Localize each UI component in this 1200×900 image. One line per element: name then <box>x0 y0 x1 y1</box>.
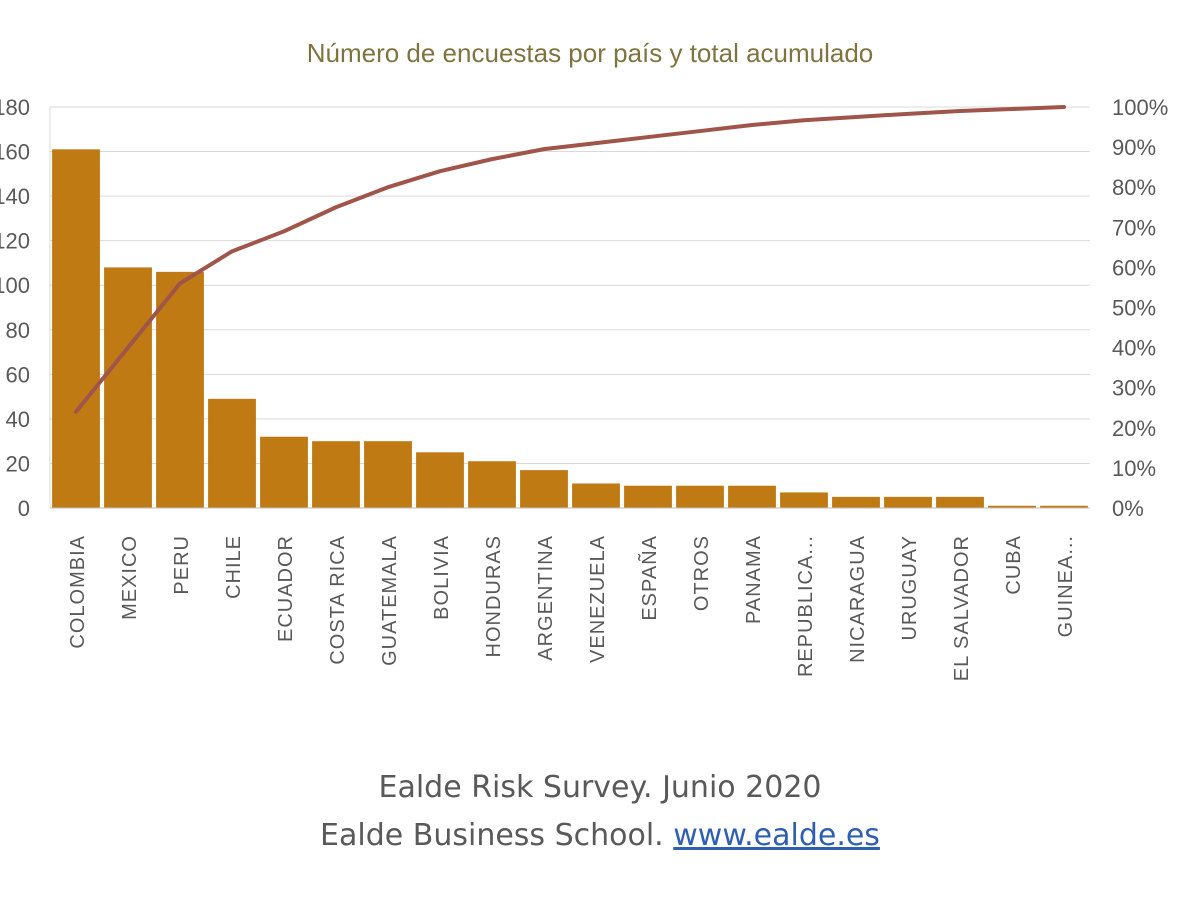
x-tick-label: CHILE <box>223 535 245 599</box>
y-tick-label: 100 <box>0 273 30 298</box>
bar-4 <box>260 436 308 508</box>
cumulative-point-12 <box>698 129 702 133</box>
cumulative-line <box>74 105 1066 414</box>
x-tick-label: MEXICO <box>119 535 141 620</box>
y-tick-label: 140 <box>0 184 30 209</box>
bar-10 <box>572 483 620 508</box>
x-tick-label: CUBA <box>1003 535 1025 595</box>
cumulative-point-13 <box>750 123 754 127</box>
y2-tick-label: 0% <box>1112 496 1144 521</box>
bar-13 <box>728 485 776 508</box>
y2-tick-label: 100% <box>1112 95 1168 120</box>
cumulative-point-18 <box>1010 107 1014 111</box>
bar-1 <box>104 267 152 508</box>
cumulative-point-3 <box>230 249 234 253</box>
cumulative-point-2 <box>178 281 182 285</box>
bar-14 <box>780 492 828 508</box>
x-tick-label: ECUADOR <box>275 535 297 642</box>
x-tick-label: URUGUAY <box>899 535 921 641</box>
cumulative-point-8 <box>490 157 494 161</box>
cumulative-point-14 <box>802 118 806 122</box>
x-tick-label: REPUBLICA... <box>795 535 817 677</box>
cumulative-point-9 <box>542 147 546 151</box>
cumulative-point-10 <box>594 141 598 145</box>
cumulative-point-5 <box>334 205 338 209</box>
y2-tick-label: 90% <box>1112 135 1156 160</box>
x-tick-label: HONDURAS <box>483 535 505 657</box>
x-tick-label: ESPAÑA <box>637 535 661 621</box>
bar-12 <box>676 485 724 508</box>
cumulative-point-4 <box>282 229 286 233</box>
pareto-chart: Número de encuestas por país y total acu… <box>0 38 1168 681</box>
bar-19 <box>1040 505 1088 508</box>
x-tick-label: COLOMBIA <box>67 535 89 649</box>
y2-tick-label: 70% <box>1112 215 1156 240</box>
bar-7 <box>416 452 464 508</box>
cumulative-point-6 <box>386 185 390 189</box>
bar-11 <box>624 485 672 508</box>
chart-svg: Número de encuestas por país y total acu… <box>0 38 1168 681</box>
chart-title: Número de encuestas por país y total acu… <box>307 38 874 68</box>
y-tick-label: 60 <box>6 362 30 387</box>
y2-tick-label: 30% <box>1112 376 1156 401</box>
x-tick-label: EL SALVADOR <box>951 535 973 681</box>
bar-18 <box>988 505 1036 508</box>
cumulative-point-15 <box>854 115 858 119</box>
caption-school: Ealde Business School. www.ealde.es <box>0 818 1200 853</box>
bar-8 <box>468 461 516 508</box>
x-tick-label: COSTA RICA <box>327 535 349 665</box>
cumulative-point-16 <box>906 112 910 116</box>
caption-survey: Ealde Risk Survey. Junio 2020 <box>0 770 1200 805</box>
bar-9 <box>520 470 568 508</box>
x-tick-label: NICARAGUA <box>847 535 869 663</box>
cumulative-point-0 <box>74 410 78 414</box>
y2-tick-label: 10% <box>1112 456 1156 481</box>
y-tick-label: 120 <box>0 229 30 254</box>
y-tick-label: 80 <box>6 318 30 343</box>
bar-2 <box>156 271 204 508</box>
caption-survey-text: Ealde Risk Survey. Junio 2020 <box>378 770 822 805</box>
y-tick-label: 40 <box>6 407 30 432</box>
cumulative-point-1 <box>126 346 130 350</box>
bar-17 <box>936 496 984 508</box>
bar-0 <box>52 149 100 509</box>
y-tick-label: 20 <box>6 451 30 476</box>
cumulative-point-11 <box>646 135 650 139</box>
cumulative-point-19 <box>1062 105 1066 109</box>
cumulative-point-7 <box>438 169 442 173</box>
x-tick-label: OTROS <box>691 535 713 611</box>
x-tick-label: PANAMA <box>743 535 765 624</box>
y2-tick-label: 40% <box>1112 336 1156 361</box>
x-tick-label: BOLIVIA <box>431 535 453 620</box>
y2-tick-label: 20% <box>1112 416 1156 441</box>
y2-tick-label: 50% <box>1112 296 1156 321</box>
cumulative-point-17 <box>958 109 962 113</box>
x-tick-label: VENEZUELA <box>587 535 609 663</box>
website-link[interactable]: www.ealde.es <box>673 818 880 853</box>
y-tick-label: 180 <box>0 95 30 120</box>
bar-6 <box>364 441 412 508</box>
caption-school-text: Ealde Business School. <box>320 818 674 853</box>
y2-tick-label: 80% <box>1112 175 1156 200</box>
bar-5 <box>312 441 360 508</box>
x-tick-label: ARGENTINA <box>535 535 557 661</box>
y2-tick-label: 60% <box>1112 255 1156 280</box>
bar-16 <box>884 496 932 508</box>
x-tick-label: GUATEMALA <box>379 535 401 666</box>
y-tick-label: 160 <box>0 140 30 165</box>
x-tick-label: GUINEA... <box>1055 535 1077 637</box>
y-tick-label: 0 <box>18 496 30 521</box>
bar-3 <box>208 398 256 508</box>
bar-15 <box>832 496 880 508</box>
x-tick-label: PERU <box>171 535 193 595</box>
